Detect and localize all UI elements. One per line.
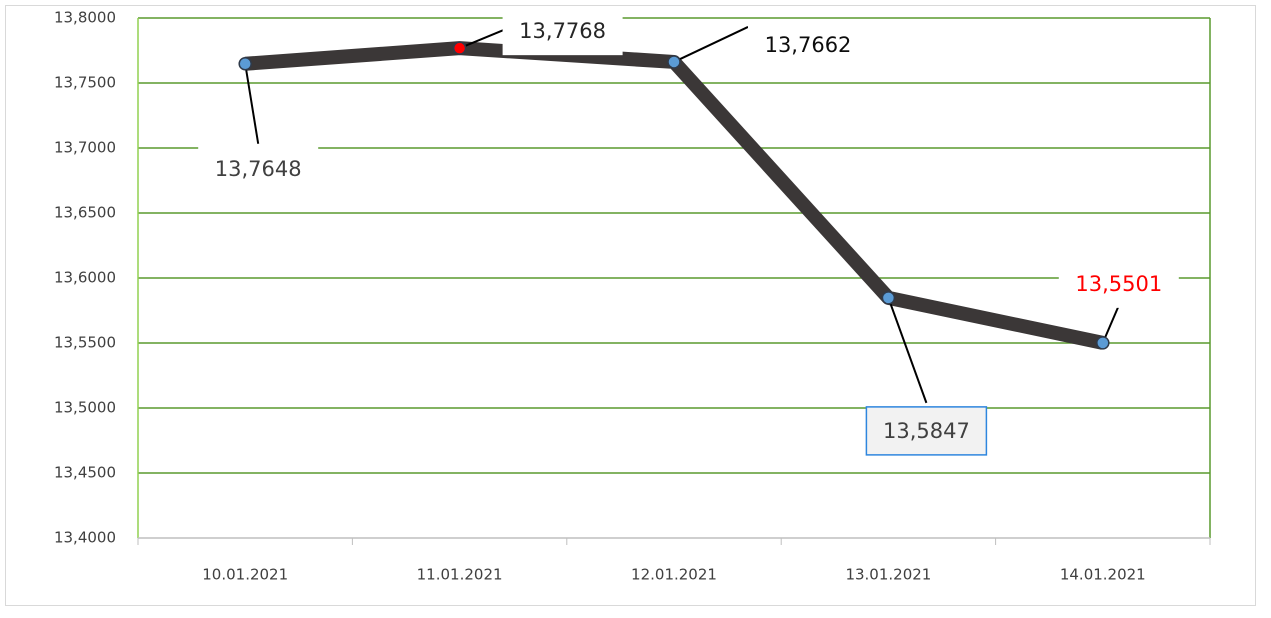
y-tick-label: 13,4500	[54, 464, 116, 482]
data-label: 13,7768	[519, 19, 606, 43]
y-tick-label: 13,6000	[54, 269, 116, 287]
marker	[667, 55, 681, 69]
chart-border	[5, 5, 1256, 606]
y-tick-label: 13,8000	[54, 9, 116, 27]
marker	[881, 291, 896, 305]
label-background	[502, 7, 623, 56]
y-tick-label: 13,4000	[54, 529, 116, 547]
leader-line	[459, 28, 506, 50]
x-tick-label: 12.01.2021	[631, 566, 717, 584]
marker	[1096, 336, 1110, 350]
label-background	[748, 20, 868, 69]
x-tick-label: 13.01.2021	[845, 566, 931, 584]
leader-line	[887, 297, 928, 404]
marker	[238, 57, 252, 71]
data-label: 13,5847	[883, 419, 970, 443]
y-tick-label: 13,7500	[54, 74, 116, 92]
y-tick-label: 13,5500	[54, 334, 116, 352]
leader-line	[244, 63, 260, 144]
leader-line	[673, 26, 749, 63]
y-tick-label: 13,7000	[54, 139, 116, 157]
data-label: 13,7662	[765, 33, 852, 57]
y-tick-label: 13,5000	[54, 399, 116, 417]
label-box	[865, 406, 988, 456]
label-background	[1058, 259, 1179, 308]
y-tick-label: 13,6500	[54, 204, 116, 222]
data-label: 13,7648	[215, 157, 302, 181]
x-tick-label: 14.01.2021	[1060, 566, 1146, 584]
marker	[452, 41, 467, 55]
data-label: 13,5501	[1075, 272, 1162, 296]
label-background	[198, 144, 319, 193]
x-tick-label: 10.01.2021	[202, 566, 288, 584]
x-tick-label: 11.01.2021	[417, 566, 503, 584]
